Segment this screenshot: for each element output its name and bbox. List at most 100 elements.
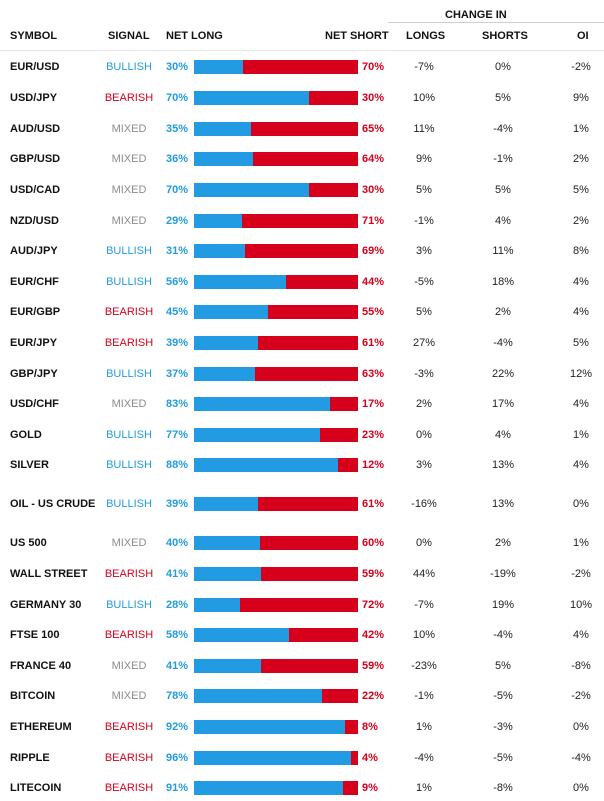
oi-change-cell: 4%	[573, 629, 589, 641]
net-long-cell: 77%	[166, 429, 189, 441]
table-row[interactable]: EUR/GBP BEARISH 45% 55% 5% 2% 4%	[0, 301, 604, 323]
signal-cell: MIXED	[111, 660, 147, 672]
table-row[interactable]: US 500 MIXED 40% 60% 0% 2% 1%	[0, 532, 604, 554]
signal-cell: BEARISH	[104, 721, 154, 733]
shorts-change-cell: 22%	[491, 368, 515, 380]
shorts-change-cell: 5%	[495, 92, 511, 104]
longs-change-cell: 0%	[416, 537, 432, 549]
net-short-bar	[351, 751, 358, 765]
net-long-bar	[194, 497, 258, 511]
table-row[interactable]: NZD/USD MIXED 29% 71% -1% 4% 2%	[0, 210, 604, 232]
symbol-cell: BITCOIN	[10, 690, 56, 702]
table-row[interactable]: EUR/USD BULLISH 30% 70% -7% 0% -2%	[0, 56, 604, 78]
table-row[interactable]: USD/CAD MIXED 70% 30% 5% 5% 5%	[0, 179, 604, 201]
table-row[interactable]: BITCOIN MIXED 78% 22% -1% -5% -2%	[0, 685, 604, 707]
table-row[interactable]: ETHEREUM BEARISH 92% 8% 1% -3% 0%	[0, 716, 604, 738]
table-row[interactable]: AUD/JPY BULLISH 31% 69% 3% 11% 8%	[0, 240, 604, 262]
net-long-bar	[194, 367, 255, 381]
table-row[interactable]: FTSE 100 BEARISH 58% 42% 10% -4% 4%	[0, 624, 604, 646]
oi-change-cell: -2%	[571, 61, 591, 73]
longs-change-cell: 27%	[412, 337, 436, 349]
net-long-bar	[194, 244, 245, 258]
table-row[interactable]: WALL STREET BEARISH 41% 59% 44% -19% -2%	[0, 563, 604, 585]
table-row[interactable]: EUR/JPY BEARISH 39% 61% 27% -4% 5%	[0, 332, 604, 354]
longs-change-cell: 5%	[416, 184, 432, 196]
sentiment-bar	[194, 214, 358, 228]
net-long-cell: 91%	[166, 782, 189, 794]
net-long-cell: 56%	[166, 276, 189, 288]
symbol-cell: NZD/USD	[10, 215, 59, 227]
net-long-bar	[194, 689, 322, 703]
oi-change-cell: 4%	[573, 306, 589, 318]
net-long-bar	[194, 305, 268, 319]
net-long-cell: 70%	[166, 92, 189, 104]
signal-cell: MIXED	[111, 153, 147, 165]
longs-change-cell: -5%	[414, 276, 434, 288]
longs-change-cell: 10%	[412, 92, 436, 104]
sentiment-bar	[194, 720, 358, 734]
longs-change-cell: -1%	[414, 690, 434, 702]
signal-cell: MIXED	[111, 215, 147, 227]
table-row[interactable]: GBP/JPY BULLISH 37% 63% -3% 22% 12%	[0, 363, 604, 385]
shorts-change-cell: -5%	[493, 690, 513, 702]
shorts-change-cell: 4%	[495, 215, 511, 227]
signal-cell: BEARISH	[104, 782, 154, 794]
shorts-change-cell: -19%	[490, 568, 516, 580]
net-short-bar	[257, 497, 358, 511]
table-row[interactable]: LITECOIN BEARISH 91% 9% 1% -8% 0%	[0, 777, 604, 799]
symbol-cell: EUR/USD	[10, 61, 60, 73]
table-row[interactable]: EUR/CHF BULLISH 56% 44% -5% 18% 4%	[0, 271, 604, 293]
signal-cell: BEARISH	[104, 92, 154, 104]
oi-change-cell: 0%	[573, 498, 589, 510]
sentiment-bar	[194, 458, 358, 472]
table-row[interactable]: RIPPLE BEARISH 96% 4% -4% -5% -4%	[0, 747, 604, 769]
header-change-in: CHANGE IN	[445, 9, 507, 21]
oi-change-cell: 2%	[573, 215, 589, 227]
longs-change-cell: 44%	[412, 568, 436, 580]
symbol-cell: FTSE 100	[10, 629, 60, 641]
oi-change-cell: 12%	[569, 368, 593, 380]
sentiment-bar	[194, 183, 358, 197]
net-short-bar	[308, 183, 358, 197]
table-row[interactable]: GBP/USD MIXED 36% 64% 9% -1% 2%	[0, 148, 604, 170]
symbol-cell: GBP/JPY	[10, 368, 58, 380]
net-short-bar	[320, 428, 358, 442]
table-row[interactable]: AUD/USD MIXED 35% 65% 11% -4% 1%	[0, 118, 604, 140]
table-row[interactable]: GERMANY 30 BULLISH 28% 72% -7% 19% 10%	[0, 594, 604, 616]
table-row[interactable]: GOLD BULLISH 77% 23% 0% 4% 1%	[0, 424, 604, 446]
symbol-cell: USD/JPY	[10, 92, 58, 104]
symbol-cell: SILVER	[10, 459, 49, 471]
table-row[interactable]: USD/JPY BEARISH 70% 30% 10% 5% 9%	[0, 87, 604, 109]
net-short-bar	[239, 598, 358, 612]
net-long-bar	[194, 214, 242, 228]
symbol-cell: EUR/JPY	[10, 337, 58, 349]
header-longs: LONGS	[406, 30, 446, 42]
sentiment-bar	[194, 122, 358, 136]
shorts-change-cell: -4%	[493, 629, 513, 641]
shorts-change-cell: 13%	[491, 498, 515, 510]
net-short-cell: 30%	[362, 184, 385, 196]
net-short-cell: 42%	[362, 629, 385, 641]
sentiment-bar	[194, 536, 358, 550]
table-row[interactable]: SILVER BULLISH 88% 12% 3% 13% 4%	[0, 454, 604, 476]
net-short-bar	[244, 244, 358, 258]
net-long-cell: 29%	[166, 215, 189, 227]
net-short-cell: 4%	[362, 752, 378, 764]
header-net-long: NET LONG	[166, 30, 223, 42]
header-symbol: SYMBOL	[10, 30, 58, 42]
longs-change-cell: -1%	[414, 215, 434, 227]
table-row[interactable]: OIL - US CRUDE BULLISH 39% 61% -16% 13% 0%	[0, 488, 604, 520]
symbol-cell: AUD/JPY	[10, 245, 58, 257]
sentiment-bar	[194, 598, 358, 612]
net-long-cell: 36%	[166, 153, 189, 165]
longs-change-cell: -16%	[411, 498, 437, 510]
table-row[interactable]: USD/CHF MIXED 83% 17% 2% 17% 4%	[0, 393, 604, 415]
oi-change-cell: 1%	[573, 429, 589, 441]
oi-change-cell: 2%	[573, 153, 589, 165]
net-long-cell: 30%	[166, 61, 189, 73]
net-short-cell: 69%	[362, 245, 385, 257]
symbol-cell: RIPPLE	[10, 752, 50, 764]
net-long-cell: 35%	[166, 123, 189, 135]
signal-cell: BEARISH	[104, 306, 154, 318]
table-row[interactable]: FRANCE 40 MIXED 41% 59% -23% 5% -8%	[0, 655, 604, 677]
